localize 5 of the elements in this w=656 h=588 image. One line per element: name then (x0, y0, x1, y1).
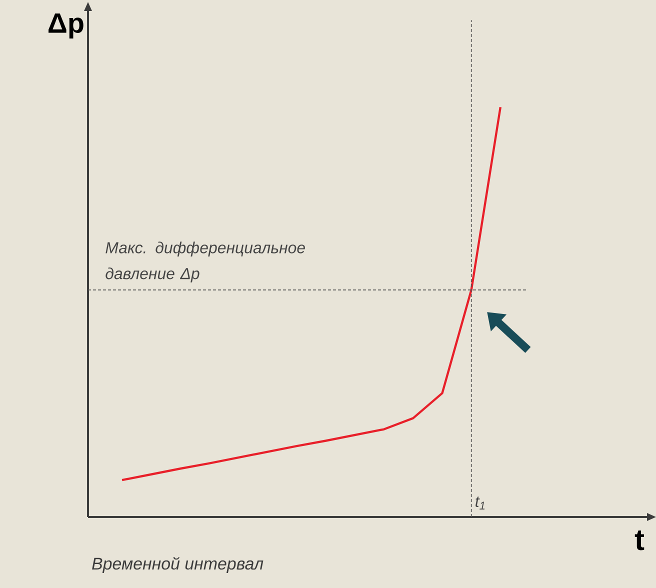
x-axis-title: t (634, 530, 644, 550)
ref-line-label: Макс. дифференциальное давление Δp (106, 242, 305, 282)
y-axis-title: Δp (48, 14, 84, 38)
text: Временной интервал (92, 556, 264, 574)
annotation: t$_{1}$ (476, 496, 485, 510)
